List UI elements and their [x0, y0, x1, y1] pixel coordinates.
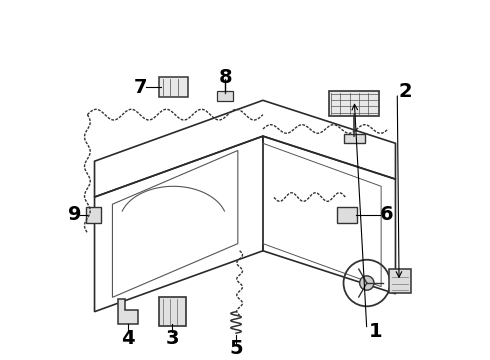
Text: 4: 4 — [121, 329, 135, 348]
Circle shape — [360, 276, 374, 290]
FancyBboxPatch shape — [86, 207, 101, 223]
Text: 9: 9 — [68, 206, 81, 224]
FancyBboxPatch shape — [159, 297, 186, 326]
FancyBboxPatch shape — [159, 77, 188, 97]
Text: 8: 8 — [219, 68, 232, 86]
Text: 7: 7 — [134, 77, 147, 96]
FancyBboxPatch shape — [389, 269, 411, 293]
FancyBboxPatch shape — [218, 91, 233, 101]
Polygon shape — [118, 299, 138, 324]
Text: 5: 5 — [229, 339, 243, 358]
Text: 1: 1 — [369, 322, 383, 341]
FancyBboxPatch shape — [337, 207, 357, 223]
FancyBboxPatch shape — [329, 91, 379, 116]
Text: 3: 3 — [166, 329, 179, 348]
Text: 6: 6 — [380, 206, 393, 224]
Bar — [343, 134, 365, 143]
Text: 2: 2 — [399, 82, 412, 101]
